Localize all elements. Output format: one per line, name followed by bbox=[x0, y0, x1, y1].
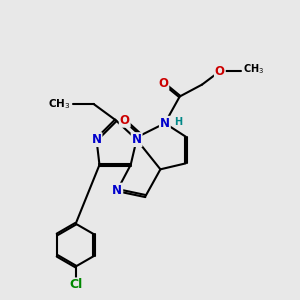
Text: O: O bbox=[215, 65, 225, 78]
Text: CH$_3$: CH$_3$ bbox=[243, 63, 264, 76]
Text: O: O bbox=[120, 114, 130, 127]
Text: N: N bbox=[160, 117, 170, 130]
Text: CH$_3$: CH$_3$ bbox=[48, 97, 70, 111]
Text: N: N bbox=[112, 184, 122, 196]
Text: N: N bbox=[92, 133, 101, 146]
Text: O: O bbox=[158, 76, 168, 90]
Text: N: N bbox=[132, 133, 142, 146]
Text: H: H bbox=[174, 117, 182, 127]
Text: Cl: Cl bbox=[69, 278, 82, 291]
